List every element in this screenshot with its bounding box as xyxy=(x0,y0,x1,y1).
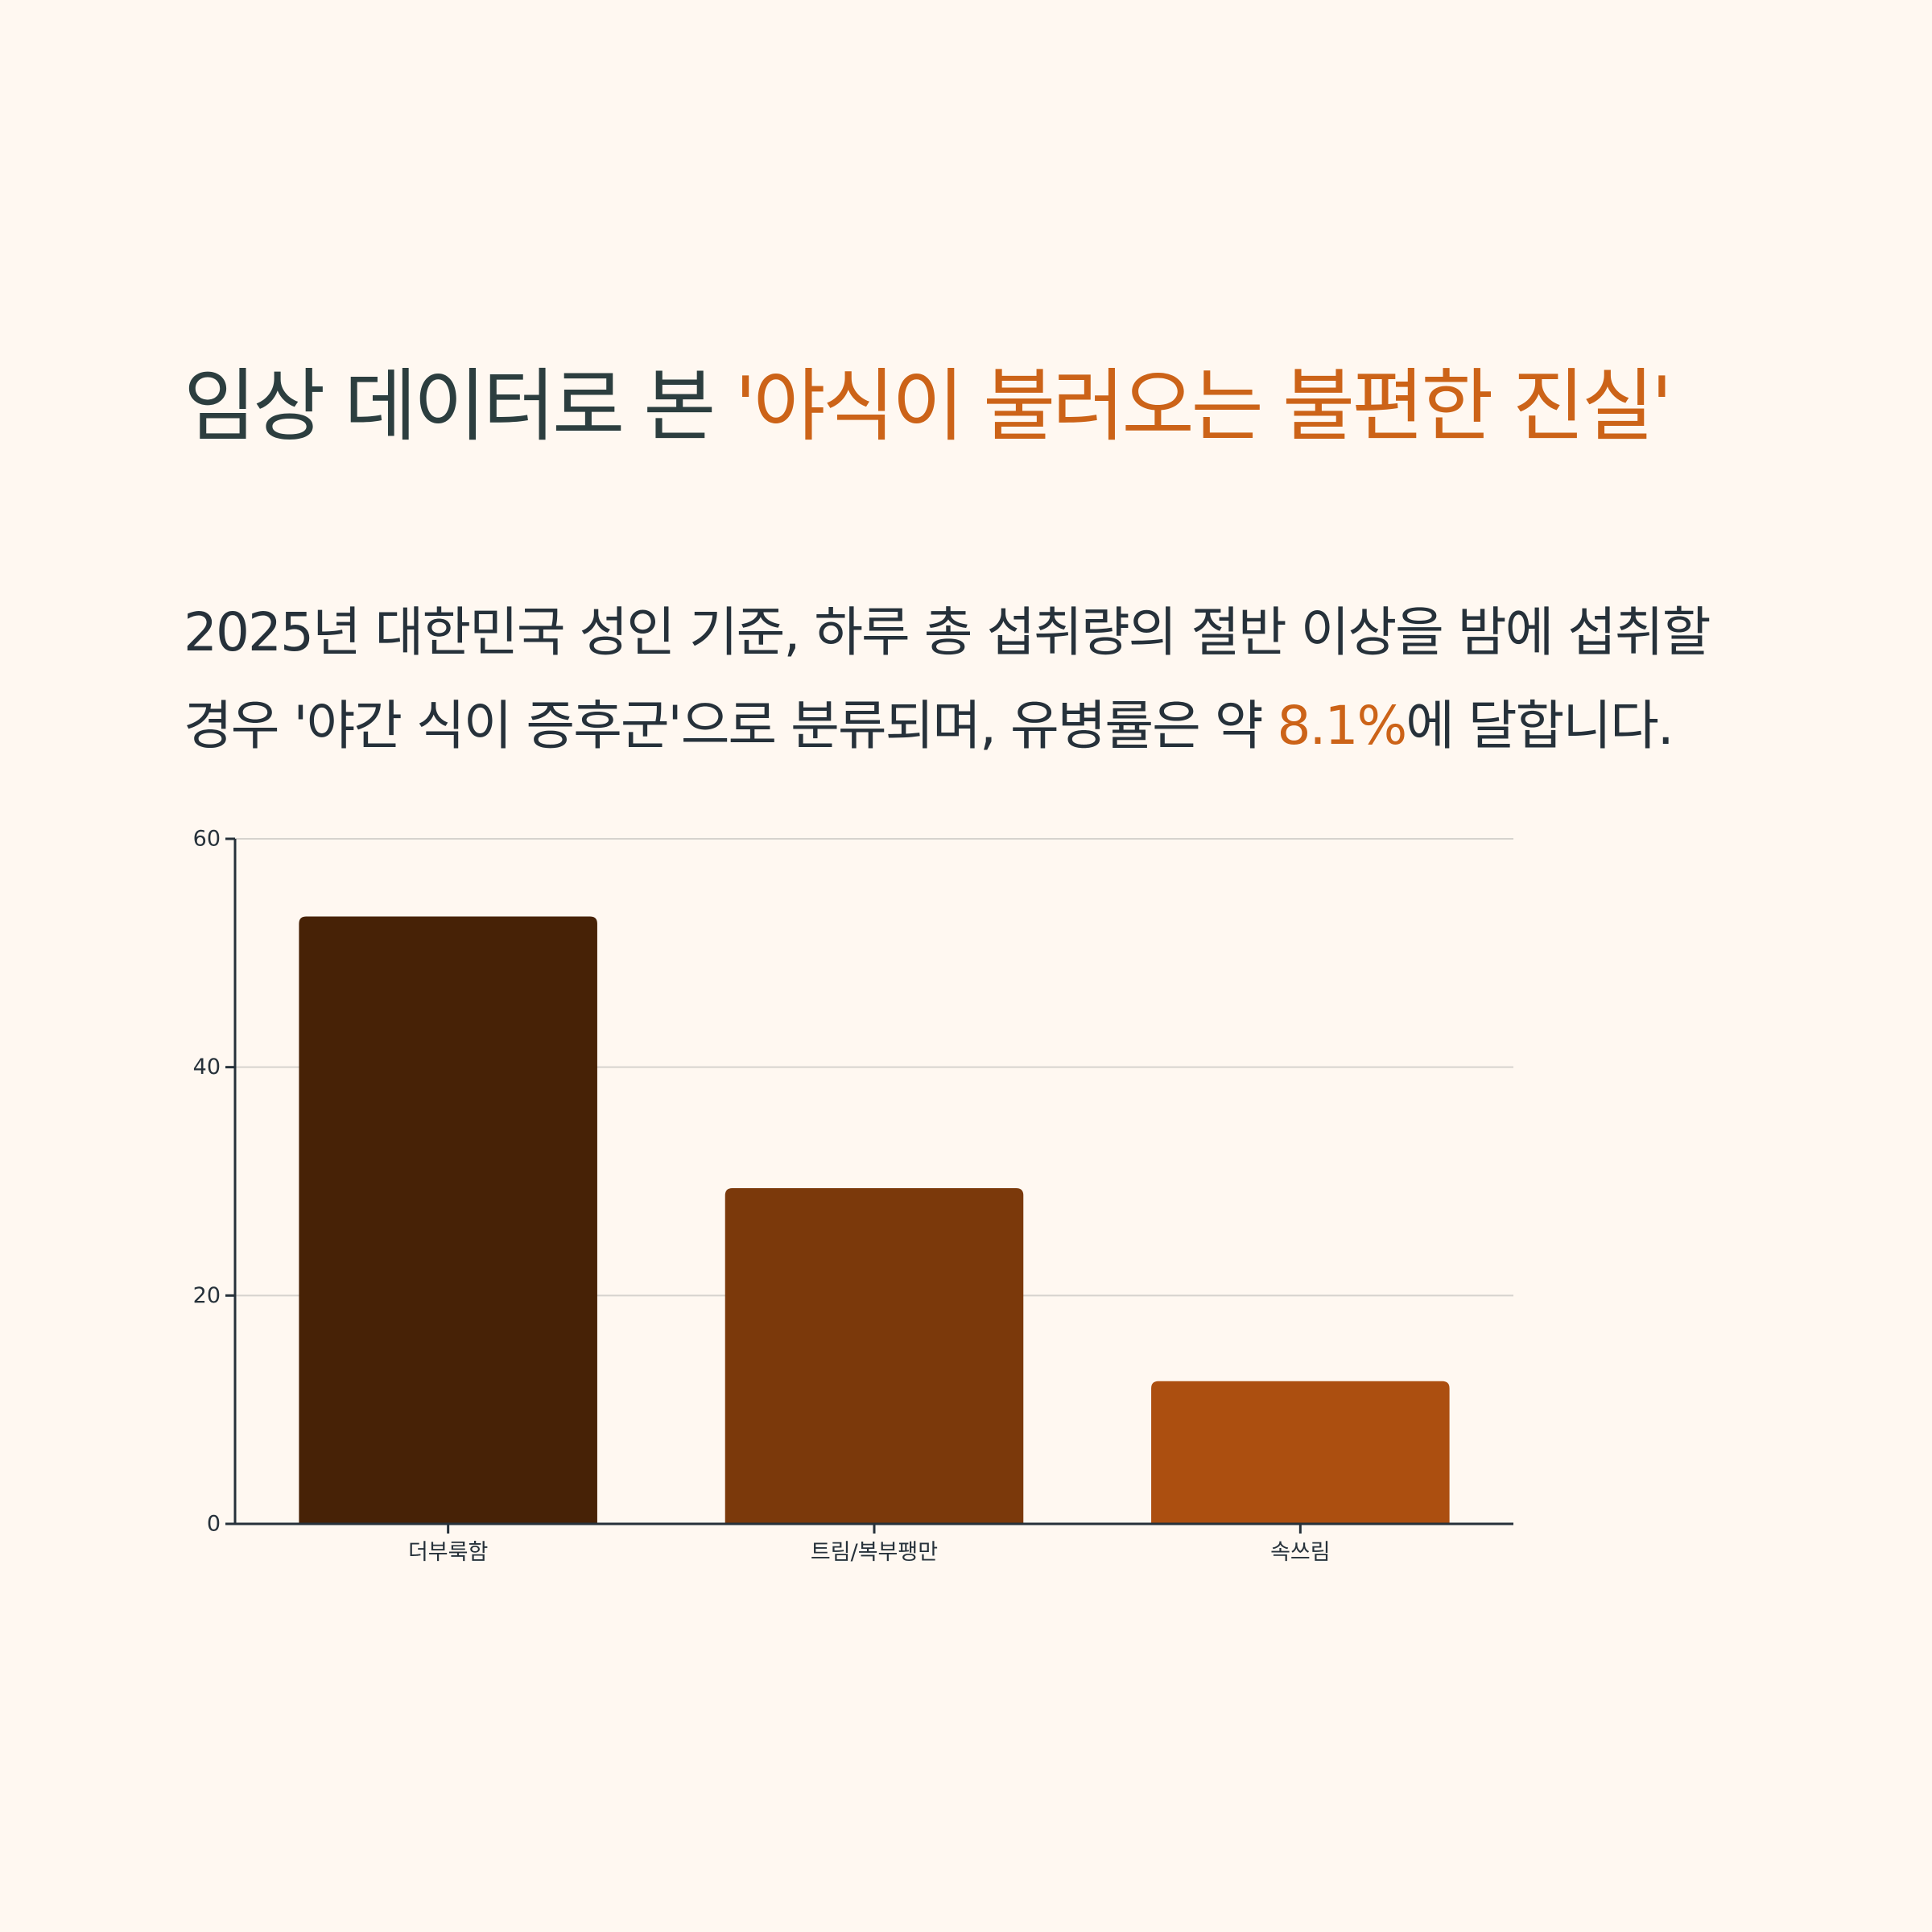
title-prefix: 임상 데이터로 본 xyxy=(184,361,735,452)
bar-2 xyxy=(724,1188,1024,1524)
bar-1 xyxy=(299,916,597,1524)
bars xyxy=(299,916,1450,1524)
title-highlight: '야식이 불러오는 불편한 진실' xyxy=(734,361,1673,452)
bar-3 xyxy=(1151,1381,1450,1524)
page-title: 임상 데이터로 본 '야식이 불러오는 불편한 진실' xyxy=(184,361,1673,452)
y-tick-label-60: 60 xyxy=(193,827,221,852)
y-tick-label-40: 40 xyxy=(193,1055,221,1080)
description-line-2-end: 에 달합니다. xyxy=(1406,695,1674,757)
description-line-2: 경우 '야간 식이 증후군'으로 분류되며, 유병률은 약 8.1%에 달합니다… xyxy=(184,679,1826,773)
y-tick-label-20: 20 xyxy=(193,1283,221,1308)
x-tick-label-1: 더부룩함 xyxy=(408,1540,488,1565)
axes: 0 20 40 60 더부룩함 트림/복부팽만 속쓰림 xyxy=(193,827,1513,1565)
description-line-1: 2025년 대한민국 성인 기준, 하루 총 섭취량의 절반 이상을 밤에 섭취… xyxy=(184,601,1711,663)
description-line-2-start: 경우 '야간 식이 증후군'으로 분류되며, 유병률은 약 xyxy=(184,695,1278,757)
x-tick-label-3: 속쓰림 xyxy=(1270,1540,1331,1565)
y-tick-label-0: 0 xyxy=(207,1512,221,1537)
x-tick-label-2: 트림/복부팽만 xyxy=(811,1540,938,1565)
description: 2025년 대한민국 성인 기준, 하루 총 섭취량의 절반 이상을 밤에 섭취… xyxy=(184,586,1826,773)
prevalence-highlight: 8.1% xyxy=(1277,695,1408,757)
